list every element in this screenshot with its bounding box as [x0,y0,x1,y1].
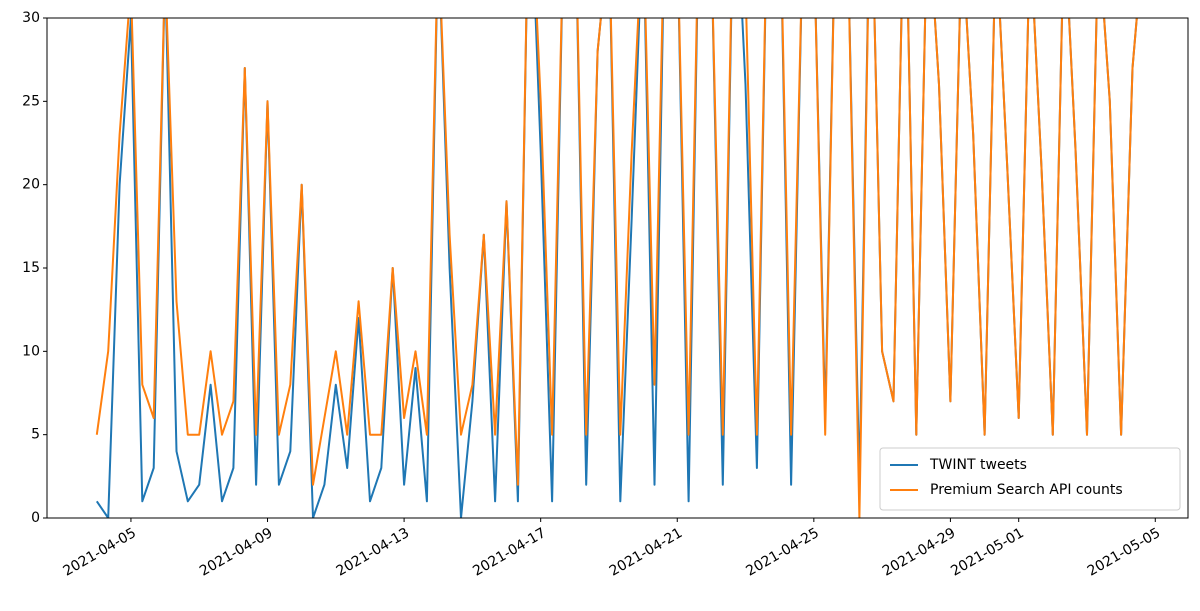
x-tick-label: 2021-04-17 [470,525,548,580]
y-tick-label: 20 [22,177,40,193]
y-tick-label: 30 [22,10,40,26]
y-tick-label: 15 [22,260,40,276]
legend-label: TWINT tweets [929,457,1027,473]
legend-label: Premium Search API counts [930,482,1123,498]
x-tick-label: 2021-05-01 [948,525,1026,580]
series-line [95,18,1138,518]
legend-box [879,447,1181,511]
x-tick-label: 2021-04-13 [334,525,412,580]
x-tick-label: 2021-04-05 [60,525,138,580]
x-tick-label: 2021-04-29 [880,525,958,580]
x-tick-label: 2021-04-09 [197,525,275,580]
x-tick-label: 2021-05-05 [1085,525,1163,580]
series-line [95,18,1138,518]
x-tick-label: 2021-04-21 [607,525,685,580]
x-tick-label: 2021-04-25 [743,525,821,580]
y-tick-label: 25 [22,93,40,109]
y-tick-label: 5 [31,427,40,443]
plot-lines [95,18,1138,518]
y-tick-label: 0 [31,510,40,526]
y-tick-label: 10 [22,343,40,359]
